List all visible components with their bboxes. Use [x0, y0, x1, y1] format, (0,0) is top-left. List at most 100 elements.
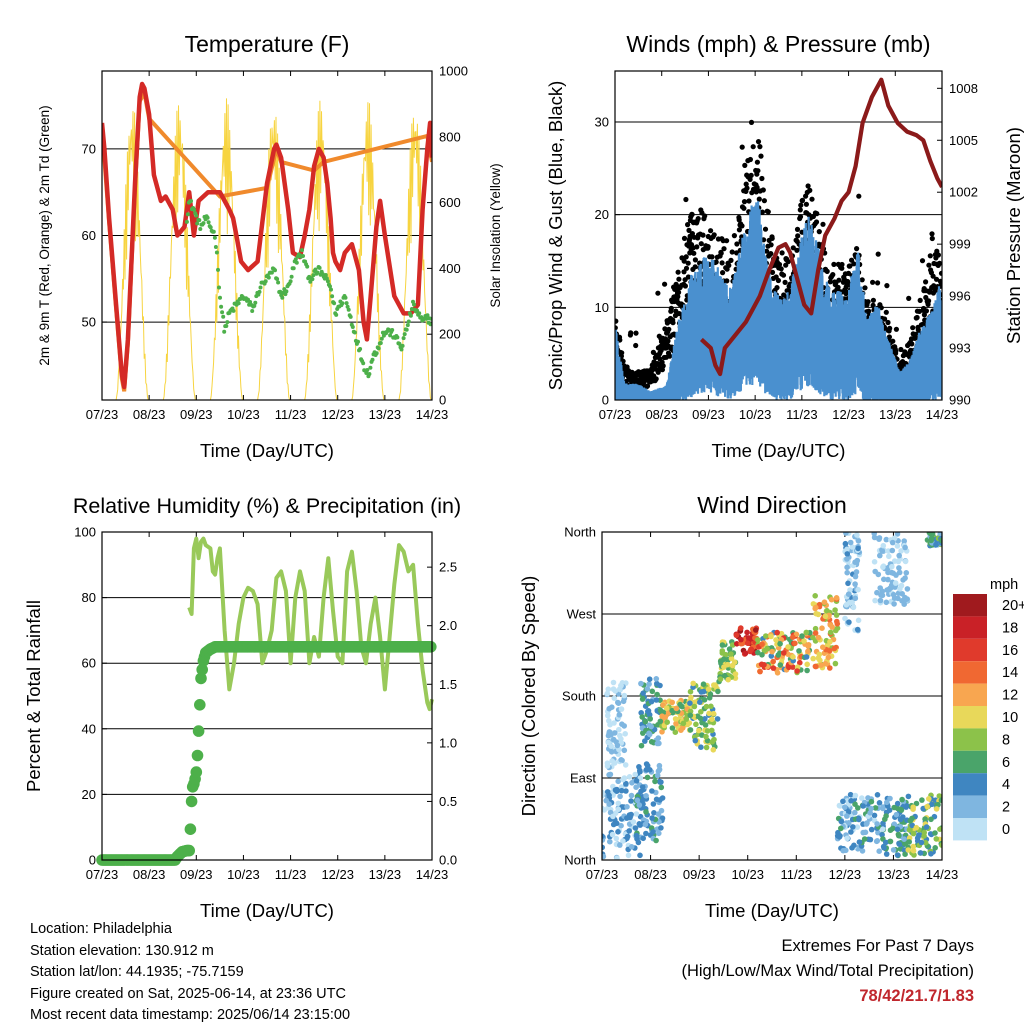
gust-point: [761, 198, 768, 204]
direction-point: [605, 732, 612, 739]
direction-point: [843, 532, 849, 536]
precip-point: [425, 641, 437, 653]
direction-point: [642, 821, 649, 828]
direction-point: [642, 718, 649, 725]
direction-point: [632, 825, 639, 831]
direction-point: [922, 816, 928, 822]
dewpoint-point: [361, 361, 366, 366]
dewpoint-point: [374, 351, 379, 356]
direction-point: [722, 651, 729, 658]
direction-point: [615, 800, 622, 807]
gust-point: [685, 260, 691, 266]
gust-point: [702, 213, 708, 219]
x-axis-label: Time (Day/UTC): [200, 440, 334, 461]
direction-point: [883, 599, 890, 606]
direction-point: [893, 811, 900, 818]
gust-point: [859, 277, 865, 283]
direction-point: [615, 806, 622, 813]
dewpoint-point: [197, 218, 202, 223]
direction-point: [781, 650, 787, 656]
direction-point: [639, 714, 645, 720]
direction-point: [896, 552, 902, 559]
dewpoint-point: [401, 336, 406, 341]
dewpoint-point: [225, 320, 230, 325]
legend-swatch: [953, 638, 987, 662]
direction-point: [646, 676, 653, 682]
direction-point: [774, 670, 781, 676]
gust-point: [776, 261, 783, 268]
y2-tick-label: 0: [439, 393, 446, 408]
direction-point: [709, 716, 715, 722]
direction-point: [844, 835, 850, 842]
direction-point: [613, 835, 620, 842]
direction-point: [794, 668, 800, 674]
y-tick-label: 0: [89, 853, 96, 868]
dewpoint-point: [201, 221, 206, 226]
direction-point: [774, 629, 780, 636]
direction-point: [804, 667, 810, 674]
dewpoint-point: [217, 285, 221, 290]
dewpoint-point: [346, 307, 351, 312]
direction-point: [932, 830, 938, 836]
gust-point: [890, 338, 896, 344]
gust-point: [695, 216, 701, 222]
dewpoint-point: [344, 301, 349, 306]
direction-point: [881, 845, 887, 851]
direction-point: [618, 822, 624, 829]
direction-point: [769, 648, 775, 655]
direction-point: [697, 715, 704, 722]
dewpoint-point: [368, 365, 373, 370]
direction-point: [822, 660, 829, 667]
direction-point: [719, 648, 726, 654]
y-tick-label: 60: [82, 228, 96, 243]
direction-point: [785, 644, 791, 650]
direction-point: [928, 535, 935, 542]
dewpoint-point: [294, 260, 299, 265]
direction-point: [706, 710, 712, 717]
dewpoint-point: [329, 287, 333, 292]
gust-point: [913, 335, 919, 341]
direction-point: [753, 627, 759, 633]
gust-point: [705, 244, 711, 250]
x-tick-label: 09/23: [692, 407, 725, 422]
direction-point: [922, 839, 929, 846]
gust-point: [836, 277, 842, 283]
gust-point: [933, 276, 940, 282]
direction-point: [898, 548, 904, 554]
gust-point: [675, 294, 681, 300]
direction-point: [880, 564, 886, 570]
legend-swatch: [953, 706, 987, 729]
direction-point: [611, 760, 618, 766]
legend-label: 8: [1002, 732, 1010, 748]
gust-point: [719, 260, 725, 266]
dewpoint-point: [205, 215, 210, 220]
direction-point: [686, 720, 693, 726]
direction-point: [687, 712, 694, 719]
direction-point: [721, 672, 728, 679]
x-tick-label: 08/23: [133, 407, 166, 422]
direction-point: [696, 727, 702, 734]
direction-point: [605, 712, 611, 719]
x-tick-label: 12/23: [321, 407, 354, 422]
direction-point: [656, 762, 663, 769]
temperature-chart: Temperature (F) 07/23 08/23 09/23 10/23 11/23…: [37, 31, 503, 461]
legend-label: 10: [1002, 710, 1018, 726]
direction-point: [644, 686, 651, 692]
legend-label: 2: [1002, 800, 1010, 816]
direction-point: [848, 798, 854, 804]
direction-point: [770, 658, 776, 665]
gust-point: [675, 269, 681, 275]
gust-point: [694, 244, 700, 250]
direction-point: [655, 811, 662, 817]
direction-point: [672, 729, 679, 735]
direction-point: [855, 538, 862, 544]
direction-point: [757, 668, 763, 675]
direction-point: [896, 841, 903, 847]
direction-point: [859, 848, 866, 854]
x-tick-label: 10/23: [739, 407, 772, 422]
gust-point: [910, 325, 916, 331]
legend-swatch: [953, 594, 987, 617]
gust-point: [820, 221, 826, 227]
direction-point: [838, 825, 844, 832]
gust-point: [729, 249, 735, 255]
